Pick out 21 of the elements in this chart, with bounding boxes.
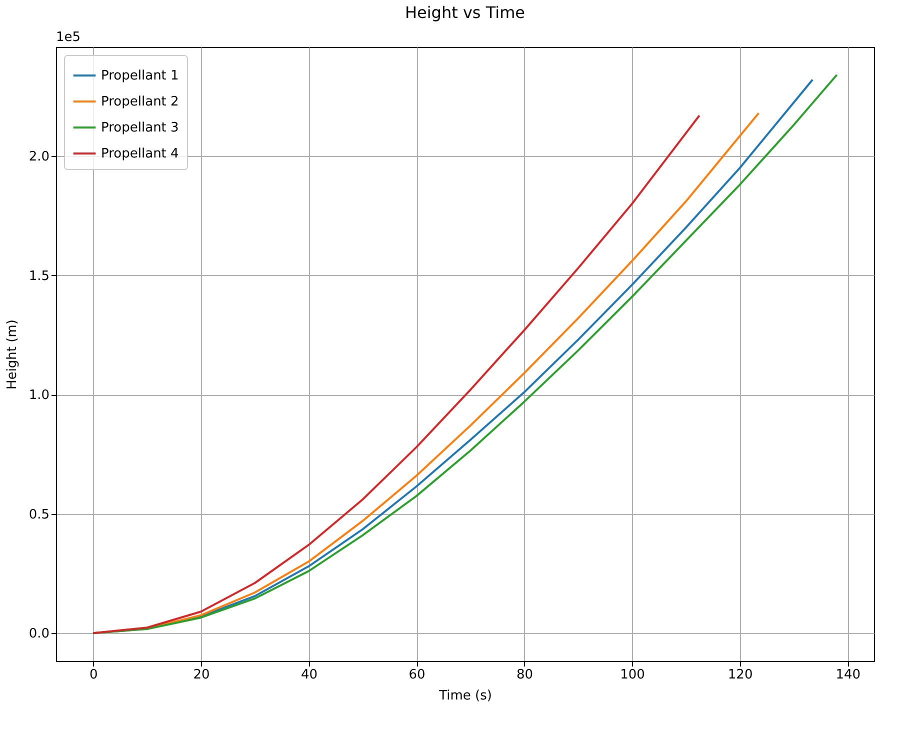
legend-label: Propellant 2 (101, 94, 179, 110)
x-tick-label: 20 (193, 668, 210, 682)
legend-label: Propellant 1 (101, 68, 179, 84)
y-tick-label: 0.0 (28, 626, 50, 642)
x-tick-label: 40 (300, 668, 318, 682)
x-tick-label: 60 (408, 668, 426, 682)
text: 1e5 (56, 30, 81, 45)
y-tick-label: 2.0 (28, 150, 50, 165)
x-axis-title: Time (s) (438, 688, 492, 704)
chart-title: Height vs Time (404, 3, 526, 22)
x-tick-label: 0 (90, 668, 98, 682)
y-tick-label: 1.5 (28, 268, 50, 284)
legend-label: Propellant 3 (101, 120, 179, 136)
y-tick-label: 0.5 (28, 507, 50, 522)
x-tick-label: 80 (516, 668, 534, 682)
x-tick-label: 120 (728, 668, 753, 682)
y-tick-label: 1.0 (28, 388, 50, 404)
legend-label: Propellant 4 (101, 146, 179, 162)
y-axis-title: Height (m) (4, 320, 20, 390)
x-tick-label: 140 (836, 668, 861, 682)
x-tick-label: 100 (620, 668, 645, 682)
